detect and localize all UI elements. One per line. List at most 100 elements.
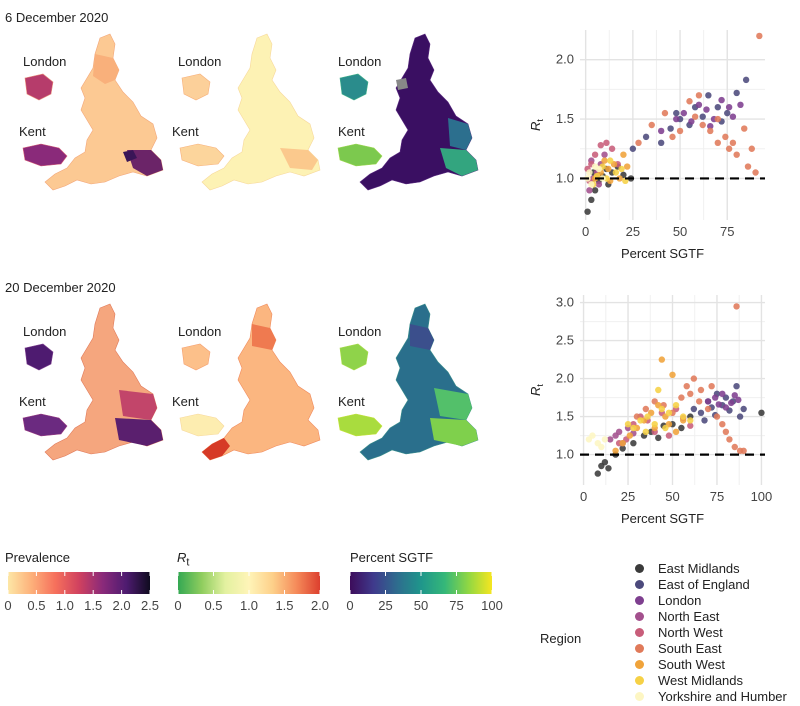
london-inset-shape: [181, 73, 211, 101]
colorbar-title-rt-sub: t: [186, 556, 190, 569]
colorbar-prevalence: 0 0.5 1.0 1.5 2.0 2.5: [4, 572, 159, 613]
colorbar-tick-label: 0.5: [27, 598, 45, 613]
data-point: [618, 165, 625, 173]
region-london-shade: [123, 150, 137, 162]
data-point: [722, 404, 730, 411]
data-point: [594, 470, 601, 477]
data-point: [690, 375, 698, 382]
legend-label: West Midlands: [658, 672, 744, 688]
colorbar-tick-label: 1.5: [84, 598, 102, 613]
data-point: [601, 151, 608, 158]
data-point: [697, 409, 705, 416]
colorbar-title-rt: Rt: [177, 550, 189, 569]
colorbar-tick-label: 1.5: [275, 598, 293, 613]
scatter-rt-vs-sgtf-20-dec: 0 25 50 75 100 1.0 1.5 2.0 2.5 3.0 Percent SGTF Rt: [528, 295, 772, 526]
x-tick-label: 0: [580, 489, 587, 504]
data-point: [678, 424, 685, 432]
data-point: [690, 405, 698, 413]
colorbar-rt: 0 0.5 1.0 1.5 2.0: [174, 572, 329, 613]
data-point: [756, 32, 763, 40]
legend-item: East of England: [632, 576, 750, 592]
data-point: [601, 157, 608, 164]
legend-item: South West: [632, 656, 725, 672]
data-point: [584, 208, 591, 215]
data-point: [624, 421, 632, 428]
data-point: [612, 447, 619, 454]
data-point: [729, 139, 737, 147]
data-point: [733, 383, 740, 390]
data-point: [601, 459, 609, 466]
data-point: [707, 127, 714, 135]
map-label-kent: Kent: [19, 124, 46, 139]
data-point: [736, 413, 744, 420]
data-point: [620, 151, 627, 158]
data-point: [697, 386, 705, 394]
data-point: [728, 399, 735, 407]
colorbar-tick-label: 2.0: [311, 598, 329, 613]
colorbar-tick-label: 2.5: [141, 598, 159, 613]
legend-item: West Midlands: [632, 672, 743, 688]
data-point: [731, 392, 738, 399]
data-point: [655, 434, 662, 442]
data-point: [661, 109, 669, 117]
map-label-london: London: [338, 54, 381, 69]
data-point: [731, 443, 738, 451]
data-point: [719, 390, 726, 397]
data-point: [603, 139, 610, 147]
kent-inset-shape: [337, 413, 383, 437]
region-north-shade: [93, 54, 119, 84]
data-point: [626, 432, 634, 439]
colorbar-tick-label: 0: [346, 598, 353, 613]
y-tick-label: 3.0: [556, 295, 574, 310]
map-label-london: London: [178, 54, 221, 69]
legend-swatch: [635, 563, 644, 573]
data-point: [688, 118, 695, 125]
data-point: [607, 436, 614, 443]
data-point: [637, 417, 644, 424]
data-point: [719, 421, 726, 428]
data-point: [715, 401, 722, 408]
colorbar-tick-label: 75: [449, 598, 463, 613]
data-point: [673, 115, 680, 123]
legend-label: South West: [658, 656, 725, 672]
legend-swatch: [635, 579, 644, 589]
x-tick-label: 75: [720, 224, 734, 239]
data-point: [651, 421, 658, 428]
map-label-kent: Kent: [172, 124, 199, 139]
data-point: [701, 417, 708, 424]
data-point: [680, 109, 688, 117]
y-axis-title-sub: t: [535, 119, 545, 122]
data-point: [703, 106, 710, 113]
data-point: [589, 432, 596, 439]
map-sgtf-6-dec: London Kent: [337, 33, 479, 191]
legend-item: East Midlands: [632, 560, 740, 576]
y-tick-label: 2.0: [556, 52, 574, 67]
colorbar-sgtf: 0 25 50 75 100: [346, 572, 503, 613]
region-legend: Region East Midlands East of England Londo…: [540, 560, 800, 706]
region-north-shade: [252, 324, 276, 350]
data-point: [644, 413, 651, 420]
data-point: [744, 163, 752, 170]
data-point: [672, 402, 680, 409]
kent-inset-shape: [337, 143, 383, 167]
data-point: [655, 386, 662, 394]
data-point: [612, 169, 620, 176]
data-point: [722, 428, 730, 435]
region-grey-shade: [396, 78, 408, 90]
data-point: [605, 465, 612, 472]
data-point: [598, 443, 605, 451]
data-point: [607, 157, 614, 164]
data-point: [588, 181, 595, 188]
data-point: [737, 101, 744, 109]
legend-item: Yorkshire and Humber: [632, 688, 787, 704]
data-point: [691, 113, 699, 120]
legend-label: East Midlands: [658, 560, 740, 576]
x-axis-title: Percent SGTF: [621, 246, 704, 261]
data-point: [586, 187, 593, 194]
data-point: [642, 428, 650, 435]
data-point: [699, 113, 706, 120]
x-tick-label: 75: [710, 489, 724, 504]
data-point: [741, 125, 748, 132]
colorbar-tick-label: 1.0: [240, 598, 258, 613]
map-prevalence-6-dec: London Kent: [19, 33, 164, 191]
